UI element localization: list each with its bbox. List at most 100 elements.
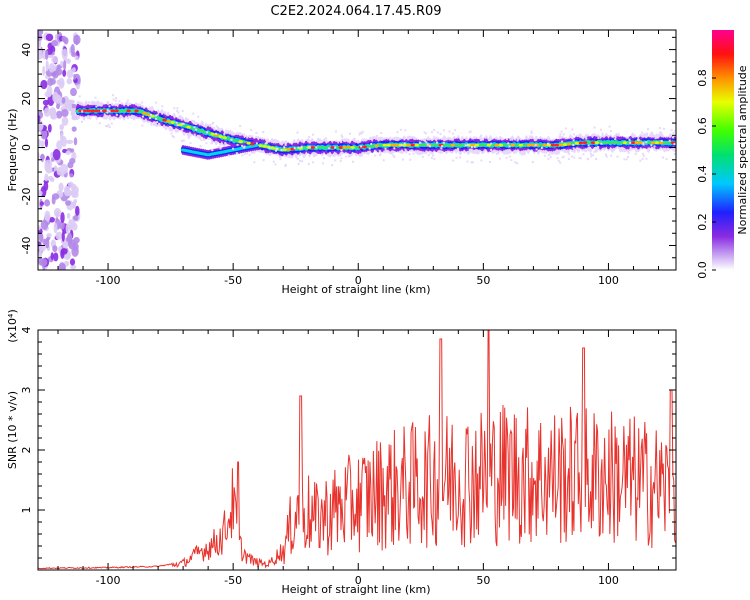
noise-pixel bbox=[490, 142, 493, 145]
noise-pixel bbox=[673, 152, 676, 155]
ridge-hotspot bbox=[374, 144, 379, 148]
noise-pixel bbox=[658, 127, 661, 130]
noise-blob bbox=[60, 249, 65, 259]
noise-pixel bbox=[308, 135, 311, 138]
noise-pixel bbox=[262, 131, 265, 134]
snr-content bbox=[38, 330, 676, 570]
noise-pixel bbox=[591, 154, 594, 157]
noise-pixel bbox=[650, 144, 653, 147]
noise-pixel bbox=[126, 101, 129, 104]
noise-pixel bbox=[236, 143, 239, 146]
noise-pixel bbox=[392, 154, 395, 157]
noise-pixel bbox=[482, 151, 485, 154]
noise-pixel bbox=[199, 144, 202, 147]
noise-pixel bbox=[156, 113, 159, 116]
noise-pixel bbox=[255, 142, 258, 145]
noise-pixel bbox=[645, 157, 648, 160]
noise-pixel bbox=[81, 120, 84, 123]
noise-pixel bbox=[112, 98, 115, 101]
noise-pixel bbox=[427, 153, 430, 156]
noise-pixel bbox=[582, 137, 585, 140]
noise-pixel bbox=[150, 113, 153, 116]
noise-blob bbox=[65, 223, 70, 234]
noise-blob bbox=[71, 126, 77, 132]
noise-blob bbox=[75, 205, 80, 216]
noise-pixel bbox=[126, 99, 129, 102]
noise-pixel bbox=[505, 137, 508, 140]
noise-pixel bbox=[642, 143, 645, 146]
noise-blob bbox=[43, 181, 49, 192]
noise-blob bbox=[44, 199, 51, 207]
ridge-hotspot bbox=[102, 109, 107, 113]
noise-pixel bbox=[571, 128, 574, 131]
noise-pixel bbox=[597, 146, 600, 149]
ridge-hotspot bbox=[262, 144, 267, 148]
noise-pixel bbox=[193, 126, 196, 129]
noise-pixel bbox=[670, 129, 673, 132]
noise-pixel bbox=[106, 111, 109, 114]
noise-pixel bbox=[519, 152, 522, 155]
ridge-hotspot bbox=[414, 143, 419, 147]
noise-blob bbox=[44, 137, 49, 148]
ridge-hotspot bbox=[250, 142, 255, 146]
noise-pixel bbox=[660, 139, 663, 142]
colorbar-tick-label: 0.2 bbox=[696, 213, 709, 231]
noise-blob bbox=[53, 207, 62, 218]
noise-pixel bbox=[469, 130, 472, 133]
noise-pixel bbox=[340, 157, 343, 160]
noise-blob bbox=[55, 68, 63, 76]
noise-pixel bbox=[557, 159, 560, 162]
spectrogram-panel: -100 -50 0 50 100 -40 -20 0 20 40 Height of strai… bbox=[6, 29, 677, 296]
ridge-hotspot bbox=[494, 143, 500, 147]
noise-pixel bbox=[114, 99, 117, 102]
noise-pixel bbox=[115, 113, 118, 116]
noise-pixel bbox=[141, 115, 144, 118]
noise-pixel bbox=[579, 157, 582, 160]
noise-pixel bbox=[508, 145, 511, 148]
noise-pixel bbox=[540, 146, 543, 149]
noise-pixel bbox=[177, 111, 180, 114]
noise-pixel bbox=[612, 148, 615, 151]
noise-pixel bbox=[665, 158, 668, 161]
noise-pixel bbox=[186, 118, 189, 121]
noise-pixel bbox=[251, 135, 254, 138]
noise-pixel bbox=[603, 147, 606, 150]
noise-pixel bbox=[424, 132, 427, 135]
noise-blob bbox=[51, 157, 55, 162]
noise-pixel bbox=[623, 158, 626, 161]
noise-pixel bbox=[488, 160, 491, 163]
ridge-hotspot bbox=[330, 146, 335, 149]
noise-pixel bbox=[293, 147, 296, 150]
noise-pixel bbox=[611, 150, 614, 153]
noise-pixel bbox=[631, 148, 634, 151]
ridge-hotspot bbox=[350, 146, 355, 149]
noise-pixel bbox=[180, 118, 183, 121]
noise-blob bbox=[61, 48, 68, 61]
noise-blob bbox=[61, 263, 66, 270]
noise-blob bbox=[73, 215, 79, 221]
noise-pixel bbox=[673, 143, 676, 146]
noise-pixel bbox=[78, 95, 81, 98]
noise-blob bbox=[61, 96, 66, 104]
noise-blob bbox=[55, 110, 63, 119]
ridge-hotspot bbox=[310, 146, 315, 149]
ridge-hotspot bbox=[218, 135, 223, 138]
noise-pixel bbox=[181, 110, 184, 113]
ridge-hotspot bbox=[498, 143, 504, 147]
noise-pixel bbox=[628, 138, 631, 141]
y-tick-label: -40 bbox=[20, 237, 33, 255]
noise-pixel bbox=[412, 152, 415, 155]
noise-pixel bbox=[650, 131, 653, 134]
noise-pixel bbox=[180, 139, 183, 142]
noise-pixel bbox=[81, 110, 84, 113]
ridge-hotspot bbox=[394, 143, 399, 147]
noise-pixel bbox=[279, 158, 282, 161]
noise-pixel bbox=[158, 122, 161, 125]
noise-pixel bbox=[340, 149, 343, 152]
noise-pixel bbox=[435, 141, 438, 144]
noise-blob bbox=[40, 219, 49, 230]
x-tick-label: 50 bbox=[476, 274, 490, 287]
noise-pixel bbox=[108, 110, 111, 113]
noise-pixel bbox=[448, 130, 451, 133]
noise-pixel bbox=[495, 152, 498, 155]
